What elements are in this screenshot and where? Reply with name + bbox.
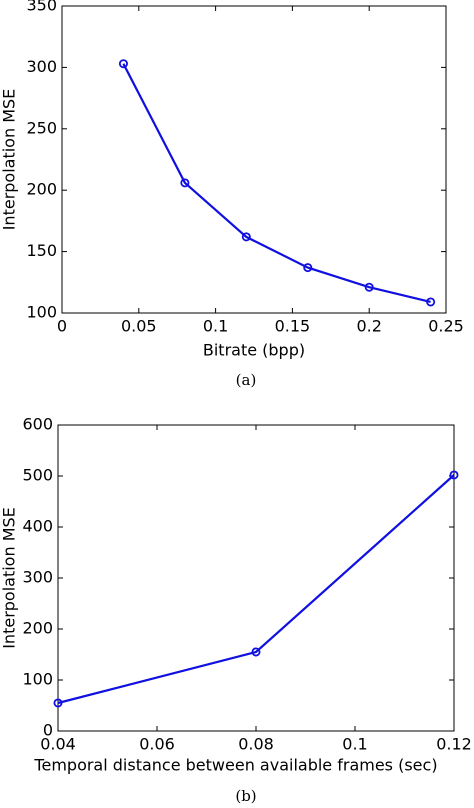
y-axis-label: Interpolation MSE bbox=[0, 507, 19, 649]
x-axis-label: Temporal distance between available fram… bbox=[33, 756, 437, 775]
x-tick-label: 0.06 bbox=[139, 735, 175, 754]
caption: (b) bbox=[235, 787, 256, 805]
data-point bbox=[53, 698, 63, 708]
y-tick-label: 0 bbox=[43, 721, 53, 740]
y-tick-label: 250 bbox=[26, 118, 57, 137]
data-point bbox=[303, 263, 313, 273]
y-tick-label: 100 bbox=[22, 670, 53, 689]
axes-box bbox=[57, 424, 455, 732]
y-tick-label: 300 bbox=[22, 568, 53, 587]
x-axis-label: Bitrate (bpp) bbox=[203, 341, 305, 360]
x-tick-label: 0.04 bbox=[40, 735, 76, 754]
data-line bbox=[122, 63, 431, 303]
data-point bbox=[251, 647, 261, 657]
y-tick-label: 300 bbox=[26, 57, 57, 76]
data-point bbox=[118, 59, 128, 69]
y-tick-label: 200 bbox=[22, 619, 53, 638]
data-point bbox=[364, 282, 374, 292]
x-tick-label: 0.2 bbox=[356, 317, 381, 336]
y-tick-label: 500 bbox=[22, 466, 53, 485]
x-tick-label: 0 bbox=[57, 317, 67, 336]
x-tick-label: 0.12 bbox=[436, 735, 472, 754]
y-tick-label: 100 bbox=[26, 303, 57, 322]
axes-box bbox=[61, 5, 447, 314]
data-point bbox=[180, 178, 190, 188]
y-tick-label: 350 bbox=[26, 0, 57, 15]
y-axis-label: Interpolation MSE bbox=[0, 89, 19, 231]
data-point bbox=[241, 232, 251, 242]
y-tick-label: 150 bbox=[26, 241, 57, 260]
y-tick-label: 200 bbox=[26, 180, 57, 199]
data-point bbox=[426, 297, 436, 307]
x-tick-label: 0.1 bbox=[342, 735, 367, 754]
x-tick-label: 0.05 bbox=[121, 317, 157, 336]
x-tick-label: 0.15 bbox=[275, 317, 311, 336]
data-point bbox=[449, 470, 459, 480]
y-tick-label: 600 bbox=[22, 415, 53, 434]
x-tick-label: 0.25 bbox=[428, 317, 464, 336]
caption: (a) bbox=[236, 371, 257, 389]
data-line bbox=[57, 474, 455, 705]
x-tick-label: 0.1 bbox=[203, 317, 228, 336]
x-tick-label: 0.08 bbox=[238, 735, 274, 754]
y-tick-label: 400 bbox=[22, 517, 53, 536]
